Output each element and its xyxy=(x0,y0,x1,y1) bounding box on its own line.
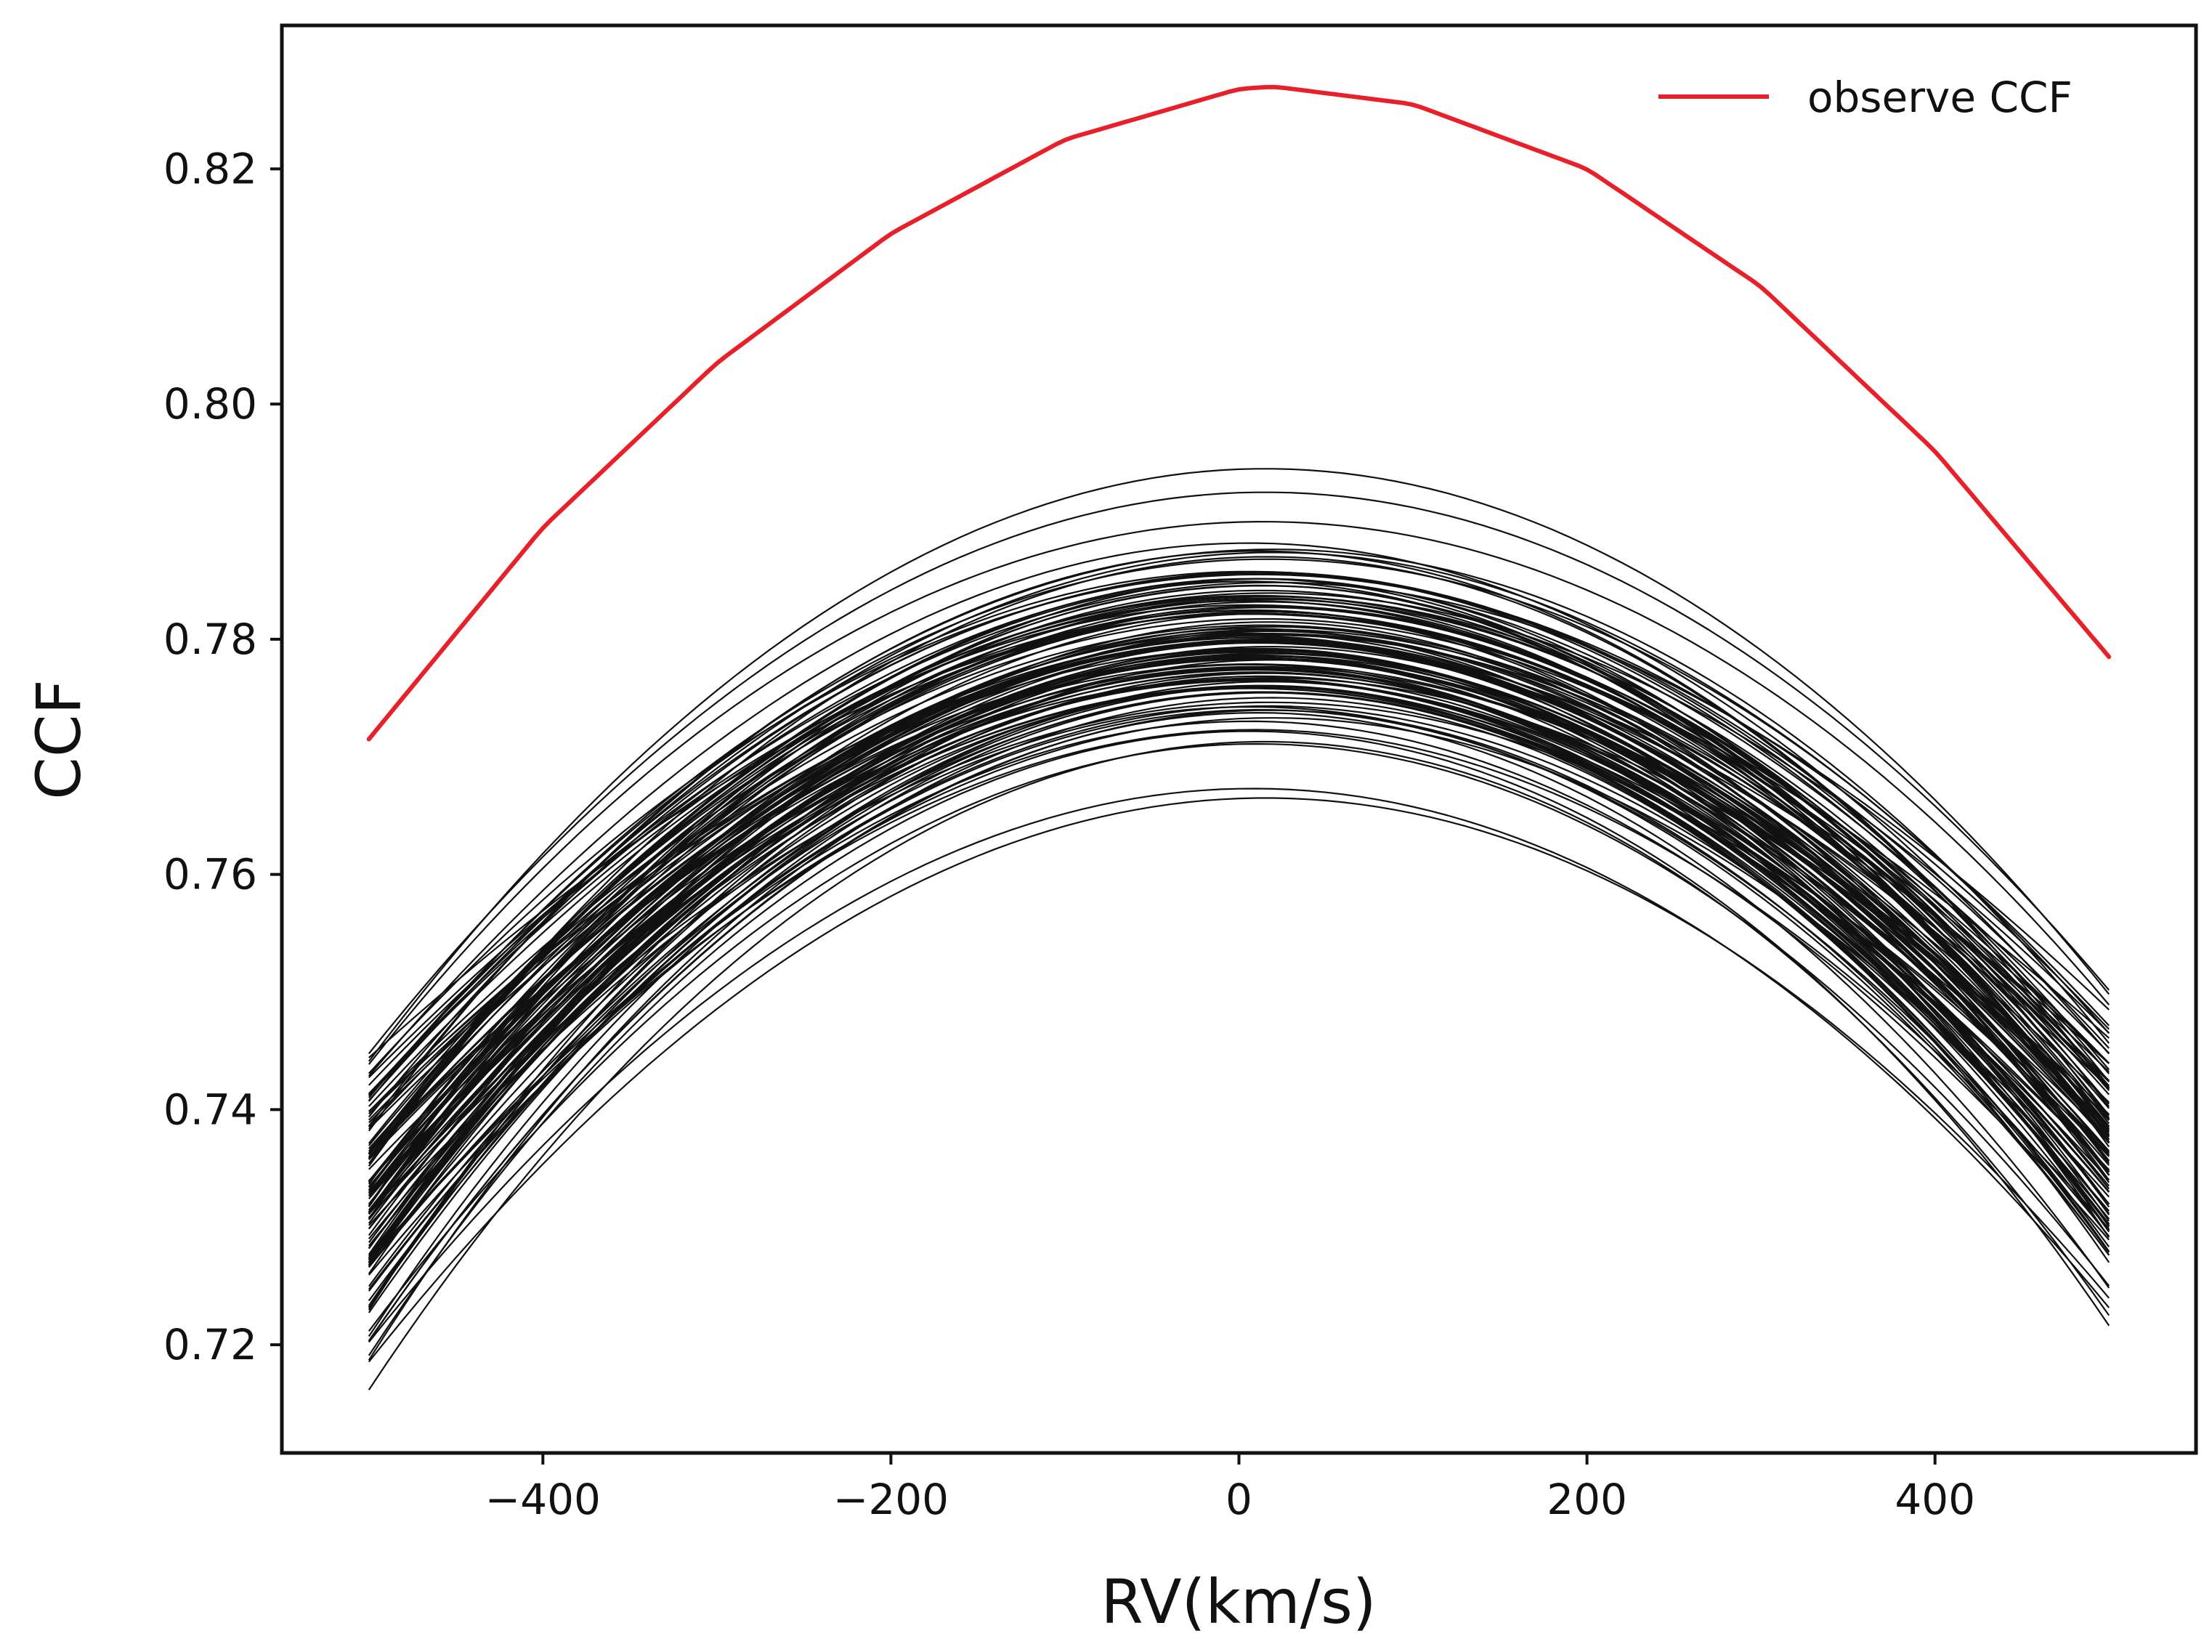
y-tick-label-4: 0.78 xyxy=(163,615,257,664)
model-ccf-curve-118 xyxy=(368,610,2110,1183)
model-ccf-curve-55 xyxy=(368,636,2110,1124)
y-axis-ticks: 0.72 0.74 0.76 0.78 0.80 0.82 xyxy=(163,144,282,1369)
model-ccf-curve-108 xyxy=(368,657,2110,1189)
model-ccf-curve-31 xyxy=(368,705,2110,1287)
model-ccf-curve-2 xyxy=(368,491,2110,1054)
model-ccf-curve-103 xyxy=(368,667,2110,1275)
x-tick-label-2: −200 xyxy=(833,1475,949,1524)
y-tick-label-2: 0.74 xyxy=(163,1085,257,1134)
model-ccf-curve-111 xyxy=(368,663,2110,1182)
model-ccf-curve-105 xyxy=(368,556,2110,1165)
model-ccf-curve-120 xyxy=(368,669,2110,1170)
model-ccf-curve-35 xyxy=(368,548,2110,1132)
model-ccf-curve-10 xyxy=(368,797,2110,1363)
model-ccf-curve-106 xyxy=(368,610,2110,1159)
model-ccf-curve-21 xyxy=(368,729,2110,1263)
model-ccf-curve-8 xyxy=(368,742,2110,1332)
observed-ccf-layer xyxy=(366,84,2112,742)
model-ccf-curve-28 xyxy=(368,679,2110,1243)
model-ccf-curve-87 xyxy=(368,520,2110,1065)
model-ccf-curve-116 xyxy=(368,625,2110,1211)
y-tick-label-5: 0.80 xyxy=(163,379,257,429)
model-ccf-curve-70 xyxy=(368,570,2110,1098)
model-ccf-curve-67 xyxy=(368,572,2110,1118)
model-ccf-curve-96 xyxy=(368,720,2110,1263)
model-ccf-curve-57 xyxy=(368,595,2110,1155)
model-ccf-curve-9 xyxy=(368,787,2110,1343)
model-ccf-curve-80 xyxy=(368,598,2110,1154)
model-ccf-curve-86 xyxy=(368,691,2110,1337)
model-ccf-curve-109 xyxy=(368,679,2110,1266)
model-ccf-curve-99 xyxy=(368,640,2110,1130)
legend-label-observe-ccf: observe CCF xyxy=(1807,73,2073,122)
model-ccf-curve-91 xyxy=(368,641,2110,1114)
model-ccf-curve-104 xyxy=(368,685,2110,1192)
model-ccf-curve-61 xyxy=(368,624,2110,1121)
y-tick-label-3: 0.76 xyxy=(163,850,257,899)
model-ccf-curve-100 xyxy=(368,740,2110,1390)
x-tick-label-5: 400 xyxy=(1895,1475,1975,1524)
legend: observe CCF xyxy=(1658,73,2073,122)
model-ccf-curve-15 xyxy=(368,668,2110,1263)
model-ccf-curve-53 xyxy=(368,686,2110,1268)
observed-ccf-line xyxy=(366,84,2112,742)
model-ccf-curve-115 xyxy=(368,630,2110,1250)
y-axis-label: CCF xyxy=(23,679,94,800)
model-ccf-curve-94 xyxy=(368,592,2110,1097)
x-tick-label-1: −400 xyxy=(485,1475,601,1524)
model-ccf-curve-1 xyxy=(368,468,2110,1062)
x-tick-label-4: 200 xyxy=(1547,1475,1627,1524)
model-ccf-curve-33 xyxy=(368,697,2110,1361)
model-ccf-curve-117 xyxy=(368,645,2110,1258)
model-ccf-curve-93 xyxy=(368,578,2110,1155)
model-ccf-curve-114 xyxy=(368,594,2110,1167)
y-tick-label-6: 0.82 xyxy=(163,144,257,193)
x-axis-label: RV(km/s) xyxy=(1101,1566,1376,1637)
model-ccf-curve-110 xyxy=(368,558,2110,1102)
model-ccf-curve-65 xyxy=(368,709,2110,1342)
x-tick-label-3: 0 xyxy=(1225,1475,1252,1524)
model-ccf-curve-119 xyxy=(368,581,2110,1078)
y-tick-label-1: 0.72 xyxy=(163,1320,257,1369)
model-ccf-curve-43 xyxy=(368,573,2110,1074)
model-ccf-curves xyxy=(368,468,2110,1390)
x-axis-ticks: −400 −200 0 200 400 xyxy=(485,1453,1975,1524)
